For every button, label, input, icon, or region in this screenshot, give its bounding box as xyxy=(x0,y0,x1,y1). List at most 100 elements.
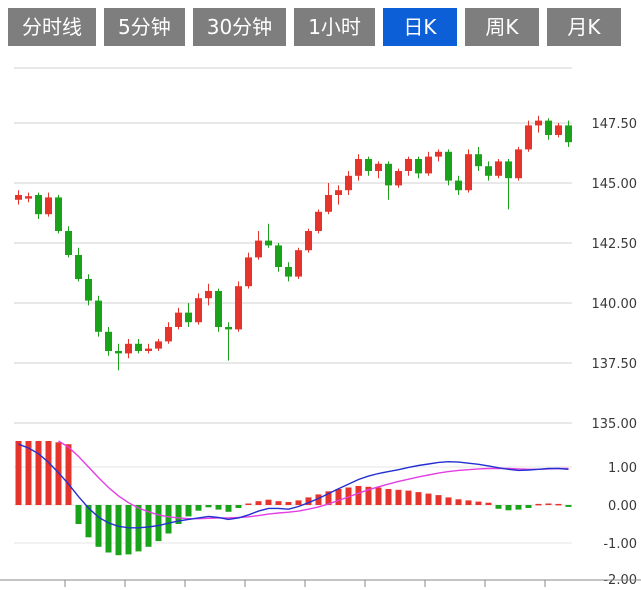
candle-body xyxy=(195,298,202,323)
candle-body xyxy=(475,154,482,167)
candle-body xyxy=(305,231,312,251)
candle-body xyxy=(275,245,282,267)
macd-bar xyxy=(425,493,432,505)
macd-grid: 1.000.00-1.00-2.00 xyxy=(14,461,637,588)
macd-bar xyxy=(315,494,322,505)
candle-body xyxy=(285,267,292,277)
macd-bar xyxy=(125,505,132,555)
macd-bar xyxy=(325,491,332,505)
price-axis-label: 145.00 xyxy=(592,177,638,192)
macd-bar xyxy=(555,503,562,506)
macd-dif-line xyxy=(18,443,569,529)
tab-monthly-k[interactable]: 月K xyxy=(546,8,621,46)
macd-bar xyxy=(185,505,192,517)
candle-body xyxy=(15,195,22,200)
macd-bar xyxy=(525,505,532,508)
macd-bar xyxy=(35,441,42,505)
macd-bar xyxy=(215,505,222,510)
candle-body xyxy=(45,197,52,215)
macd-bar xyxy=(265,499,272,505)
candle-body xyxy=(325,195,332,212)
candle-body xyxy=(225,327,232,330)
macd-bar xyxy=(195,505,202,511)
candle-body xyxy=(315,211,322,231)
tab-1hour[interactable]: 1小时 xyxy=(294,8,375,46)
price-grid: 147.50 145.00 142.50 140.00 137.50 135.00 xyxy=(14,67,638,432)
macd-bar xyxy=(395,489,402,505)
candle-body xyxy=(395,171,402,186)
macd-bar xyxy=(445,497,452,505)
candle-body xyxy=(245,257,252,287)
timeframe-tab-bar: 分时线 5分钟 30分钟 1小时 日K 周K 月K xyxy=(8,8,621,46)
macd-bar xyxy=(335,489,342,505)
macd-bar xyxy=(145,505,152,547)
candle-body xyxy=(125,343,132,354)
macd-bar xyxy=(545,503,552,505)
macd-axis-label: -1.00 xyxy=(603,537,637,552)
candle-body xyxy=(255,240,262,258)
candle-body xyxy=(135,343,142,351)
macd-bar xyxy=(295,500,302,505)
candle-body xyxy=(295,250,302,277)
macd-bar xyxy=(235,505,242,508)
macd-bar xyxy=(105,505,112,553)
candle-body xyxy=(175,312,182,327)
candle-body xyxy=(235,286,242,330)
candle-body xyxy=(165,327,172,342)
macd-bar xyxy=(65,444,72,505)
price-axis-label: 142.50 xyxy=(592,237,638,252)
macd-bar xyxy=(515,505,522,510)
candle-body xyxy=(485,166,492,176)
candle-body xyxy=(405,159,412,171)
candle-body xyxy=(545,120,552,135)
macd-bar xyxy=(375,487,382,505)
macd-bar xyxy=(95,505,102,547)
candle-body xyxy=(385,163,392,186)
candles xyxy=(15,115,572,371)
tab-30min[interactable]: 30分钟 xyxy=(192,8,287,46)
macd-bar xyxy=(155,505,162,542)
candle-body xyxy=(465,154,472,191)
macd-bar xyxy=(415,492,422,505)
candle-body xyxy=(505,161,512,179)
candle-body xyxy=(375,163,382,171)
tab-weekly-k[interactable]: 周K xyxy=(464,8,539,46)
macd-bar xyxy=(25,441,32,505)
price-axis-label: 147.50 xyxy=(592,117,638,132)
price-axis-label: 135.00 xyxy=(592,417,638,432)
candle-body xyxy=(435,151,442,157)
tab-5min[interactable]: 5分钟 xyxy=(104,8,185,46)
tab-daily-k[interactable]: 日K xyxy=(382,8,457,46)
candle-body xyxy=(95,300,102,332)
time-axis xyxy=(0,579,641,587)
macd-bar xyxy=(465,500,472,505)
macd-bar xyxy=(405,490,412,505)
macd-bar xyxy=(305,497,312,505)
candle-body xyxy=(35,195,42,215)
candle-body xyxy=(535,120,542,126)
macd-bar xyxy=(385,489,392,505)
candle-body xyxy=(555,125,562,135)
macd-bar xyxy=(365,486,372,505)
candle-body xyxy=(355,159,362,176)
candle-body xyxy=(515,149,522,179)
macd-bar xyxy=(275,501,282,505)
macd-bar xyxy=(15,441,22,505)
candle-body xyxy=(565,125,572,143)
tab-timeline[interactable]: 分时线 xyxy=(8,8,96,46)
macd-axis-label: 0.00 xyxy=(608,499,637,514)
candle-body xyxy=(415,159,422,174)
candle-body xyxy=(265,240,272,246)
candle-body xyxy=(525,125,532,150)
macd-histogram xyxy=(15,441,572,556)
candle-body xyxy=(185,312,192,323)
macd-bar xyxy=(225,505,232,512)
candle-body xyxy=(215,291,222,327)
macd-bar xyxy=(75,505,82,524)
macd-bar xyxy=(435,495,442,505)
candle-body xyxy=(445,151,452,181)
macd-bar xyxy=(565,505,572,507)
candle-body xyxy=(455,180,462,191)
